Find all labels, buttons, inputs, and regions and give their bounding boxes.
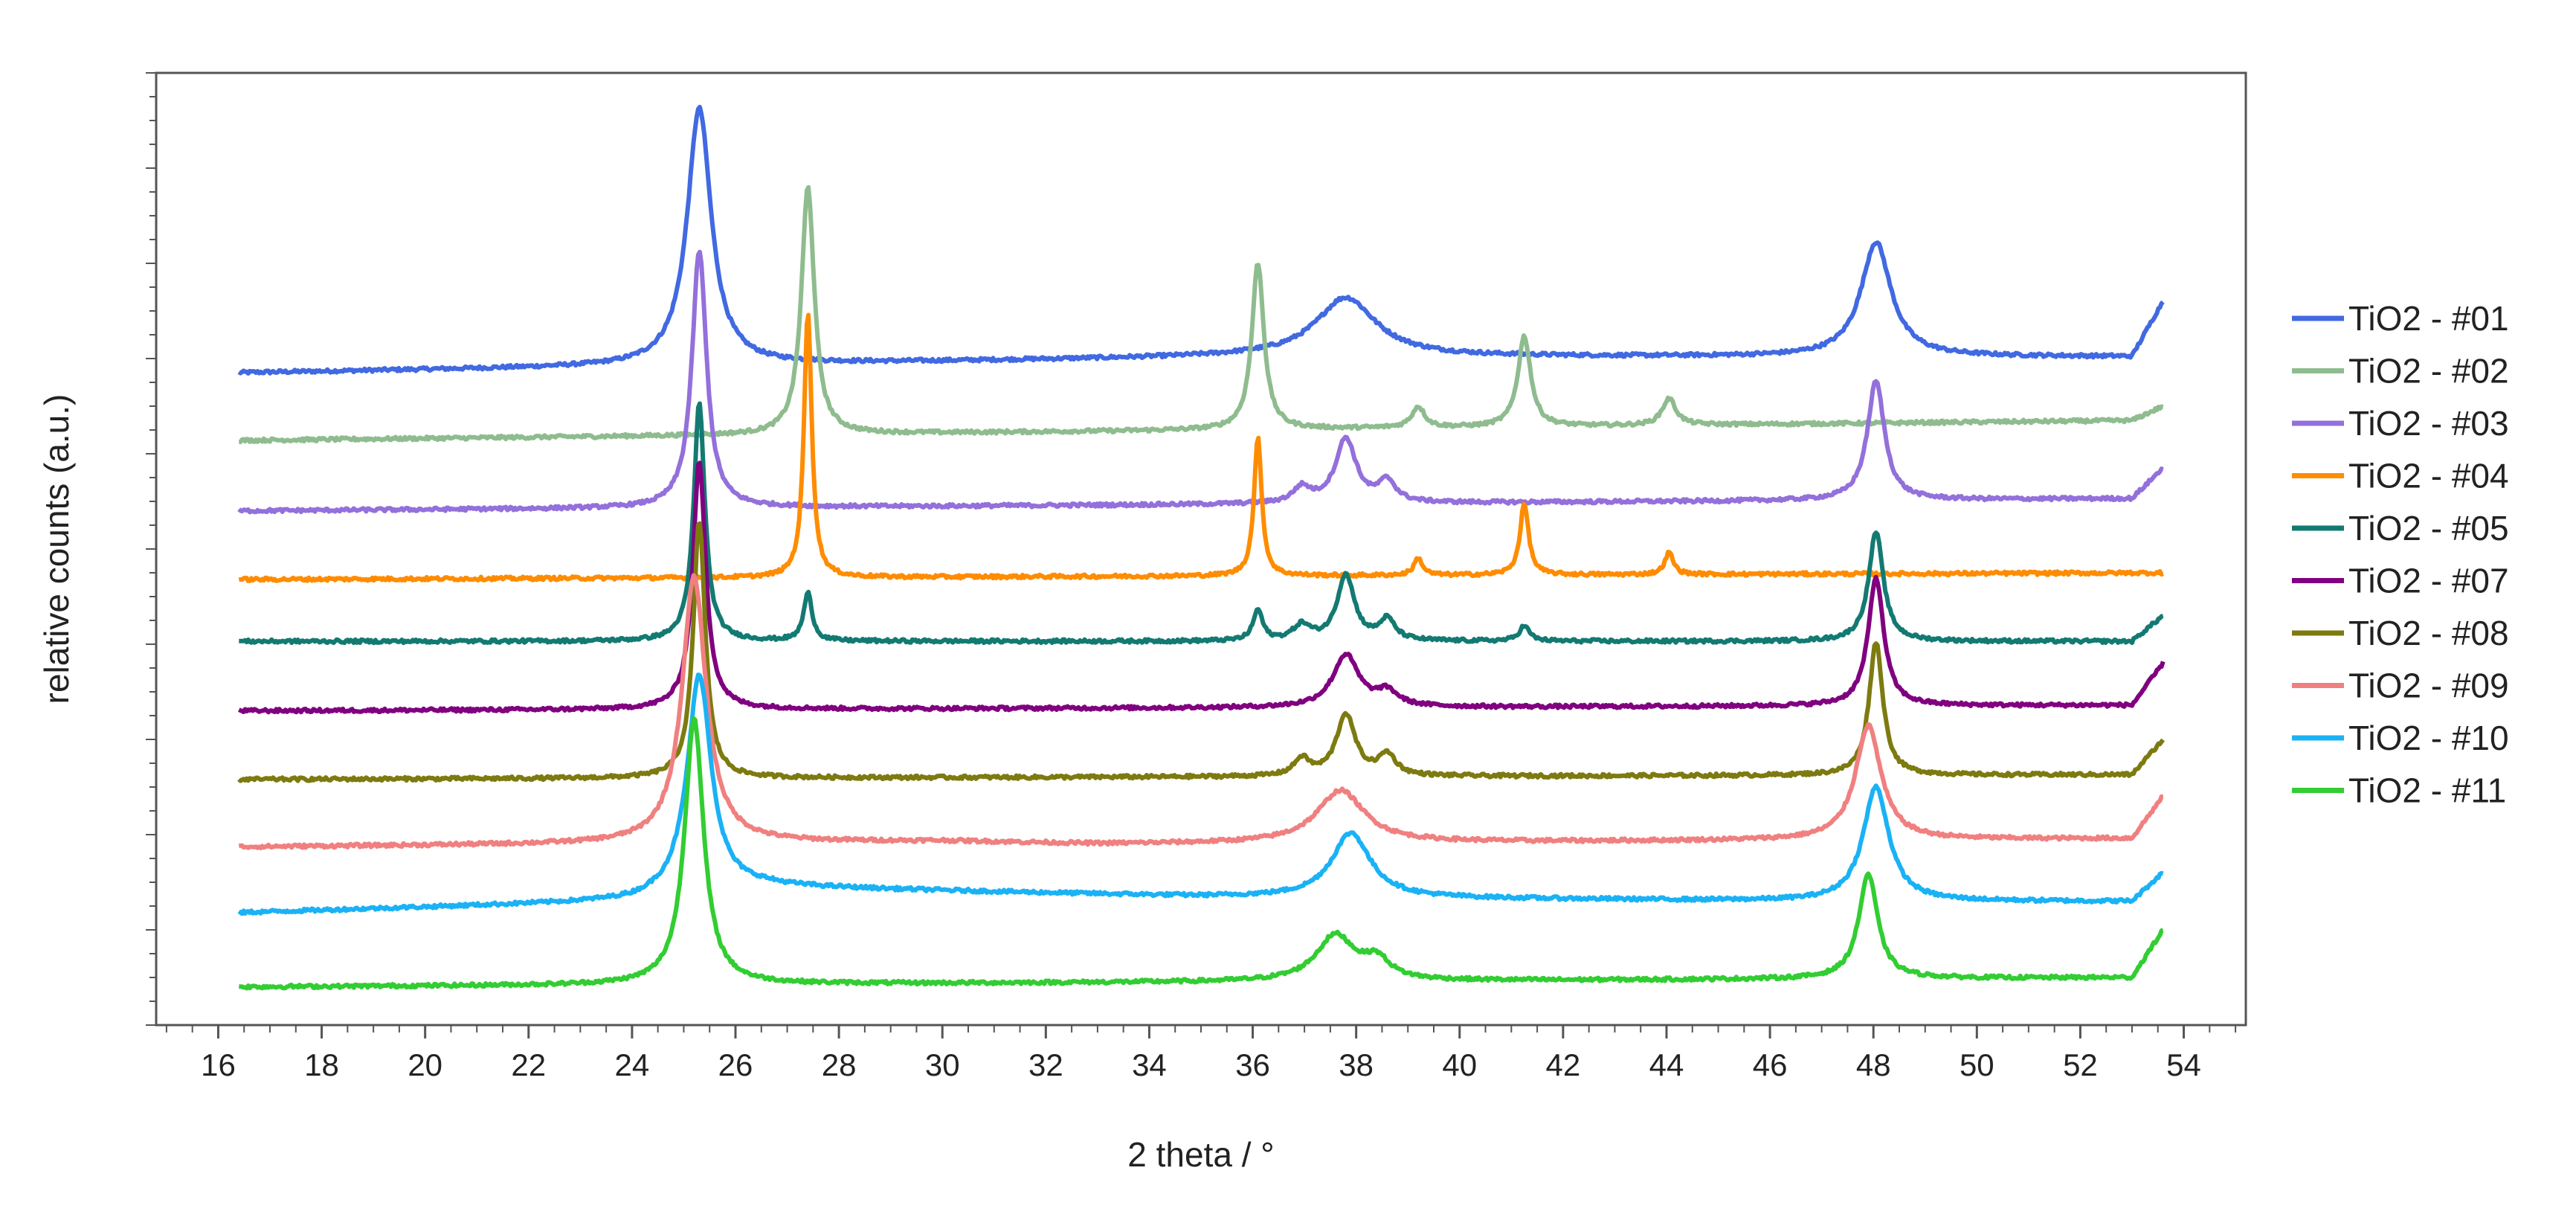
series-line [237, 521, 2166, 783]
legend-label: TiO2 - #01 [2348, 299, 2509, 338]
x-tick-label: 20 [408, 1047, 442, 1082]
legend-label: TiO2 - #05 [2348, 509, 2509, 548]
legend-label: TiO2 - #04 [2348, 457, 2509, 495]
x-axis-label: 2 theta / ° [1127, 1135, 1274, 1174]
x-tick-label: 22 [511, 1047, 546, 1082]
x-tick-label: 42 [1546, 1047, 1581, 1082]
series-line [238, 573, 2164, 851]
x-tick-label: 26 [718, 1047, 753, 1082]
x-tick-label: 34 [1132, 1047, 1167, 1082]
y-axis-label: relative counts (a.u.) [37, 394, 76, 704]
x-axis-ticks: 16 18 20 22 24 26 28 30 32 34 36 38 40 42 44 46 48 50 52 54 [165, 1025, 2237, 1082]
series-line [237, 672, 2164, 916]
x-tick-label: 28 [822, 1047, 857, 1082]
x-tick-label: 36 [1235, 1047, 1270, 1082]
series-line [237, 104, 2165, 376]
legend-label: TiO2 - #02 [2348, 352, 2509, 391]
x-tick-label: 24 [615, 1047, 650, 1082]
legend-label: TiO2 - #08 [2348, 614, 2509, 652]
series-line [238, 184, 2164, 445]
series-lines [237, 104, 2166, 991]
legend-label: TiO2 - #11 [2348, 771, 2506, 810]
legend-label: TiO2 - #03 [2348, 404, 2509, 443]
x-tick-label: 52 [2063, 1047, 2098, 1082]
series-line [237, 249, 2164, 515]
series-line [238, 460, 2166, 715]
x-tick-label: 46 [1753, 1047, 1788, 1082]
x-tick-label: 38 [1339, 1047, 1374, 1082]
legend: TiO2 - #01 TiO2 - #02 TiO2 - #03 TiO2 - #04… [2292, 299, 2509, 810]
x-tick-label: 44 [1649, 1047, 1684, 1082]
x-tick-label: 50 [1960, 1047, 1994, 1082]
legend-label: TiO2 - #10 [2348, 719, 2509, 757]
legend-label: TiO2 - #07 [2348, 562, 2509, 600]
y-axis-ticks [146, 72, 156, 1026]
x-tick-label: 54 [2166, 1047, 2201, 1082]
x-tick-label: 30 [925, 1047, 960, 1082]
x-tick-label: 16 [201, 1047, 236, 1082]
series-line [238, 312, 2164, 583]
series-line [238, 401, 2164, 646]
series-line [238, 716, 2164, 991]
x-tick-label: 18 [304, 1047, 339, 1082]
plot-frame [155, 71, 2247, 1027]
x-tick-label: 40 [1442, 1047, 1477, 1082]
x-tick-label: 48 [1856, 1047, 1891, 1082]
legend-label: TiO2 - #09 [2348, 667, 2509, 705]
x-tick-label: 32 [1028, 1047, 1063, 1082]
